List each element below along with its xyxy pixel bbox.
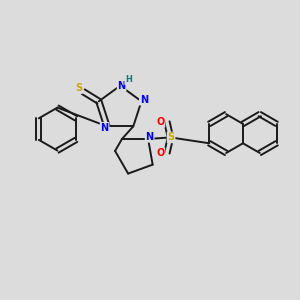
Text: O: O <box>156 117 164 127</box>
Text: O: O <box>156 148 164 158</box>
Text: N: N <box>118 81 126 91</box>
Text: S: S <box>168 132 175 142</box>
Text: N: N <box>100 123 109 133</box>
Text: N: N <box>146 132 154 142</box>
Text: H: H <box>125 75 132 84</box>
Text: N: N <box>140 95 148 105</box>
Text: S: S <box>75 83 82 93</box>
